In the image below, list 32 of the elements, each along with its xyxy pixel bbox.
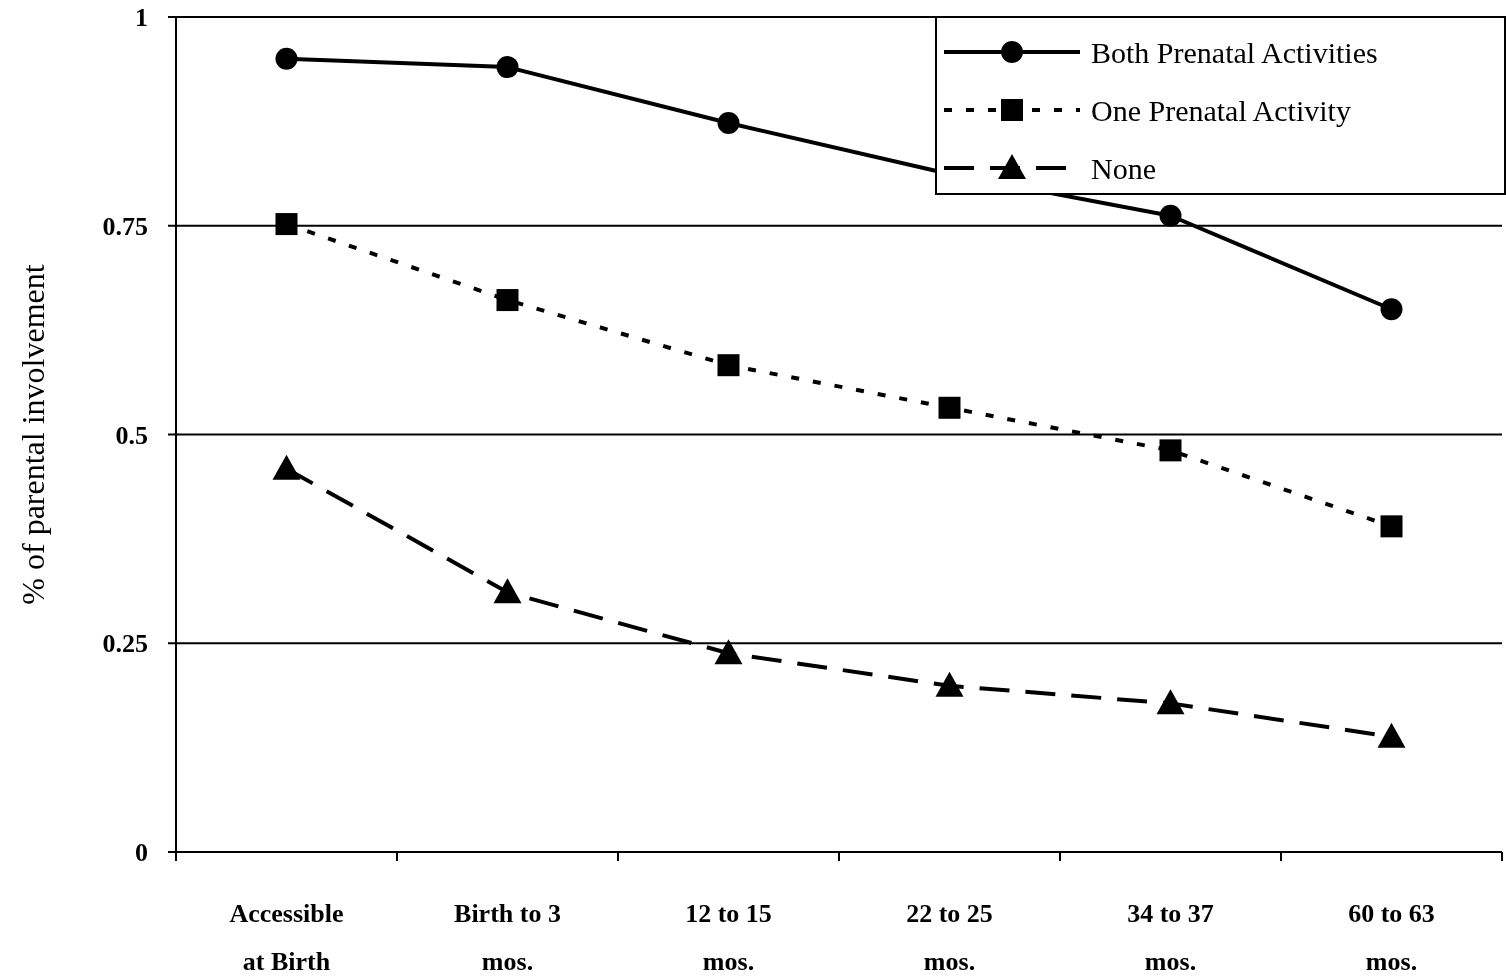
legend-label: None — [1091, 151, 1156, 185]
y-tick-label: 0 — [135, 838, 148, 868]
point — [935, 671, 964, 697]
y-tick-label: 0.75 — [102, 211, 148, 241]
point — [272, 454, 301, 480]
point — [496, 289, 519, 312]
point — [493, 578, 522, 604]
point — [1380, 298, 1403, 321]
x-tick-label: 34 to 37 mos. — [1127, 899, 1214, 976]
point — [717, 112, 740, 135]
point — [717, 354, 740, 377]
legend-label: One Prenatal Activity — [1091, 93, 1351, 127]
legend-label: Both Prenatal Activities — [1091, 35, 1378, 69]
point — [1159, 204, 1182, 227]
x-tick-label: 12 to 15 mos. — [685, 899, 772, 976]
y-tick-label: 0.5 — [115, 420, 148, 450]
point — [1380, 515, 1403, 538]
point — [275, 213, 298, 236]
point — [938, 396, 961, 419]
y-tick-label: 0.25 — [102, 629, 148, 659]
point — [496, 56, 519, 79]
x-tick-label: 60 to 63 mos. — [1348, 899, 1435, 976]
y-axis-title: % of parental involvement — [15, 264, 51, 605]
point — [714, 639, 743, 665]
point — [1159, 439, 1182, 462]
x-tick-label: 22 to 25 mos. — [906, 899, 993, 976]
x-tick-label: Accessible at Birth — [229, 899, 344, 976]
point — [1377, 722, 1406, 748]
point — [275, 47, 298, 70]
y-tick-label: 1 — [135, 3, 148, 33]
x-tick-label: Birth to 3 mos. — [454, 899, 561, 976]
point — [1156, 689, 1185, 715]
